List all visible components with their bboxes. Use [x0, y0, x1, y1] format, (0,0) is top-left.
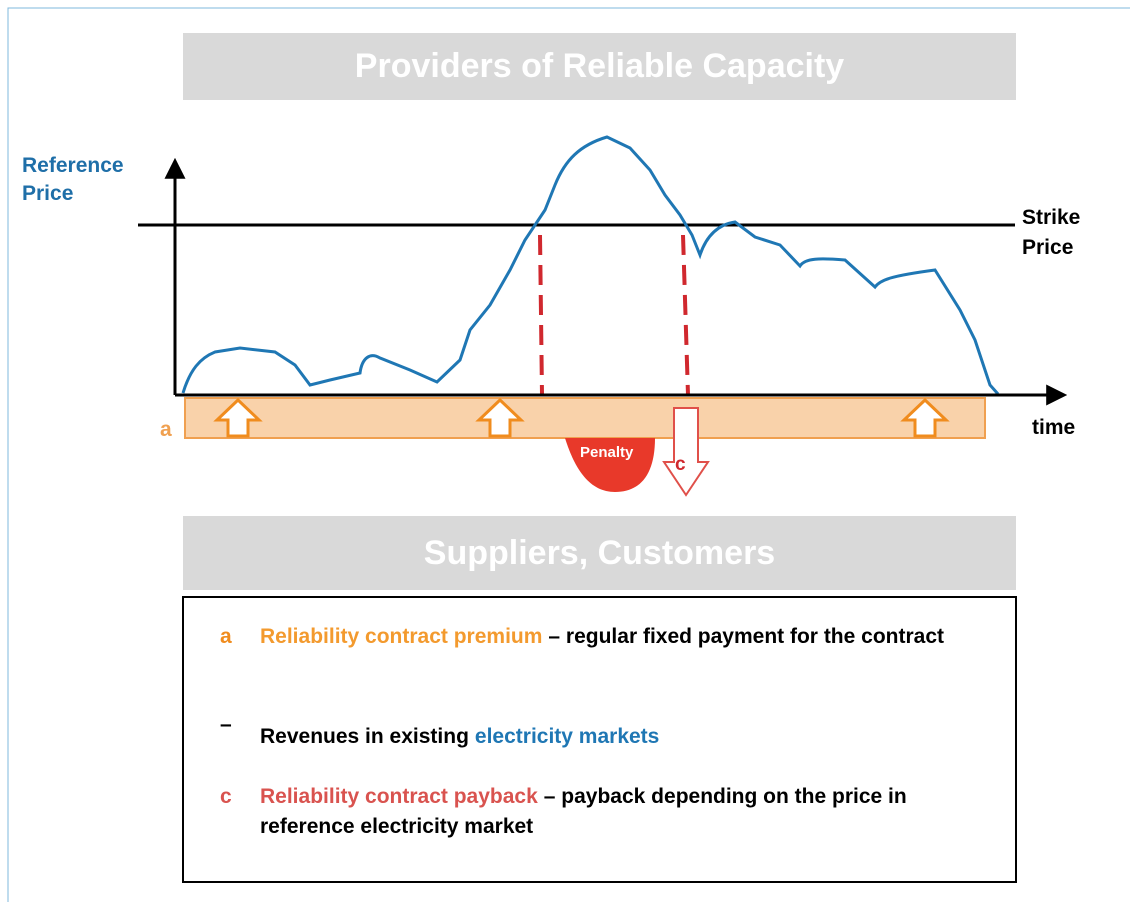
legend-text: Revenues in existing: [260, 725, 469, 748]
legend-highlight: Reliability contract payback: [260, 785, 538, 808]
legend-box: [182, 596, 1017, 883]
premium-band: [184, 397, 986, 439]
legend-marker: –: [220, 713, 232, 736]
legend-marker: a: [220, 625, 232, 648]
x-axis-label: time: [1032, 416, 1076, 439]
penalty-label: Penalty: [580, 444, 634, 461]
y-axis-label: Reference Price: [22, 154, 124, 205]
frame: [7, 7, 1130, 902]
price-curve: [181, 135, 1000, 395]
dashed-line: [681, 234, 690, 396]
payback-arrow: [662, 407, 710, 497]
dashed-line: [538, 234, 544, 396]
premium-arrows: [213, 397, 950, 438]
penalty-shape: [565, 438, 655, 492]
legend-item: a Reliability contract premium – regular …: [220, 622, 980, 652]
band-label: a: [160, 418, 172, 441]
legend-highlight: electricity markets: [474, 725, 660, 748]
legend-item: – Revenues in existing electricity market…: [220, 713, 980, 752]
header-title: Providers of Reliable Capacity: [183, 33, 1016, 100]
legend-highlight: Reliability contract premium: [260, 625, 543, 648]
strike-label: Strike Price: [1022, 206, 1081, 259]
legend-text: – regular fixed payment for the contract: [548, 625, 945, 648]
legend-text: – payback depending on the price in refe…: [260, 785, 907, 838]
legend-marker: c: [220, 785, 232, 808]
payback-label: c: [675, 454, 686, 475]
footer-title: Suppliers, Customers: [183, 516, 1016, 590]
legend-item: c Reliability contract payback – payback …: [220, 782, 980, 842]
